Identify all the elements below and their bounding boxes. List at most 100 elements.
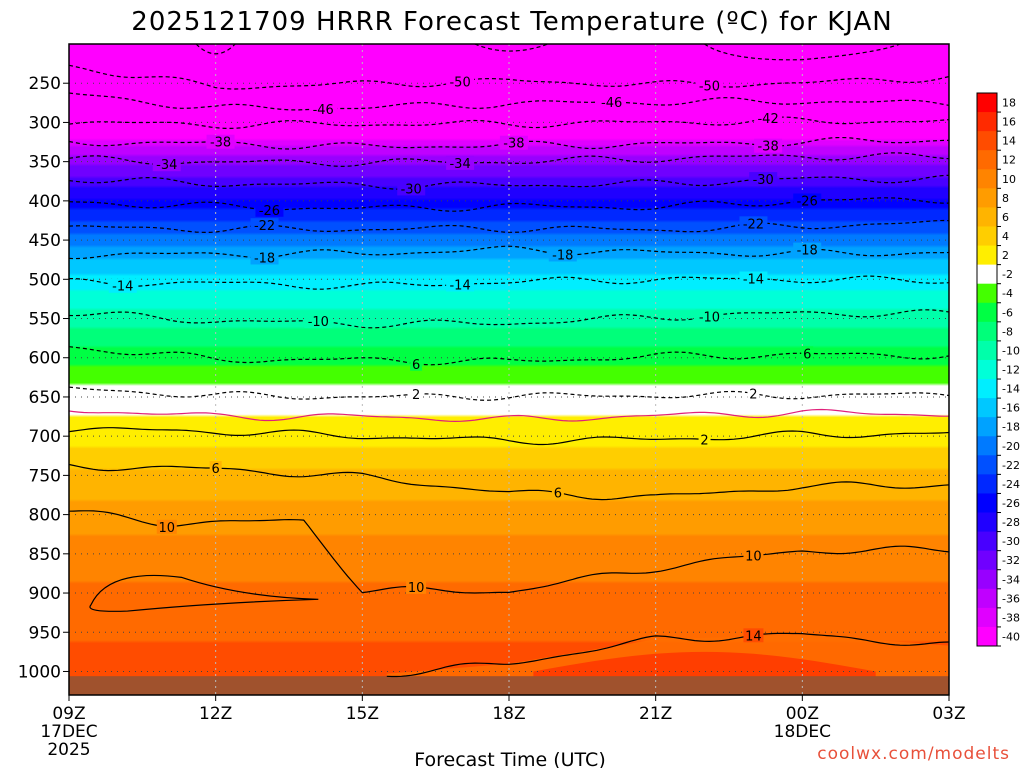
- contour-label-bg: [410, 387, 423, 402]
- isotherm-minus30: [69, 174, 949, 190]
- contour-label-bg: [410, 356, 423, 371]
- colorbar-swatch: [977, 417, 997, 437]
- contour-label: 2: [749, 388, 757, 403]
- colorbar-tick-label: -38: [1002, 611, 1020, 624]
- contour-label: -10: [699, 310, 720, 325]
- contour-label: -18: [552, 248, 573, 263]
- contour-label-bg: [446, 74, 475, 89]
- colorbar-tick-label: -18: [1002, 421, 1020, 434]
- contour-label: -50: [699, 79, 720, 94]
- colorbar-swatch: [977, 150, 997, 170]
- colorbar-swatch: [977, 112, 997, 132]
- x-tick-label: 03Z: [932, 704, 965, 724]
- contour-label-bg: [801, 346, 814, 361]
- colorbar-tick-label: 14: [1002, 135, 1016, 148]
- y-tick-label: 800: [29, 506, 61, 526]
- colorbar-tick-label: 18: [1002, 97, 1016, 110]
- colorbar-tick-label: -26: [1002, 497, 1020, 510]
- colorbar-swatch: [977, 550, 997, 571]
- contour-label-bg: [209, 461, 222, 476]
- colorbar-tick-label: -24: [1002, 478, 1020, 491]
- colorbar-swatch: [977, 321, 997, 342]
- contour-label: -26: [259, 204, 280, 219]
- contour-label-bg: [698, 432, 711, 447]
- y-tick-label: 900: [29, 584, 61, 604]
- colorbar-swatch: [977, 588, 997, 609]
- isotherm-10: [69, 510, 949, 594]
- contour-label-bg: [743, 628, 764, 643]
- y-tick-label: 850: [29, 545, 61, 565]
- isotherm-minus50: [69, 64, 949, 90]
- contour-label: 6: [212, 462, 220, 477]
- contour-label: -46: [313, 103, 334, 118]
- colorbar-swatch: [977, 436, 997, 456]
- y-tick-label: 500: [29, 270, 61, 290]
- colorbar-tick-label: 8: [1002, 192, 1009, 205]
- colorbar-swatch: [977, 283, 997, 304]
- contour-label-bg: [548, 247, 577, 262]
- isotherm-minus54-c: [474, 43, 549, 52]
- contour-label: -18: [254, 251, 275, 266]
- x-tick-label: 21Z: [639, 704, 672, 724]
- plot-area: -50 -50-46 -46-42-38 -38 -38-34 -34-30-30-26-…: [68, 43, 950, 696]
- x-tick-label: 00Z: [786, 704, 819, 724]
- colorbar-tick-label: -6: [1002, 306, 1013, 319]
- contour-label-bg: [754, 111, 783, 126]
- colorbar-tick-label: -2: [1002, 268, 1013, 281]
- colorbar-swatch: [977, 169, 997, 189]
- y-tick-label: 650: [29, 388, 61, 408]
- contour-label-bg: [793, 242, 822, 257]
- contour-label-bg: [446, 277, 475, 292]
- contour-label: -26: [797, 194, 818, 209]
- y-tick-label: 1000: [18, 662, 61, 682]
- colorbar-tick-label: -16: [1002, 402, 1020, 415]
- contour-label: -14: [743, 273, 764, 288]
- colorbar-swatch: [977, 512, 997, 533]
- x-tick-date: 18DEC: [774, 722, 831, 742]
- contour-label-bg: [446, 155, 475, 170]
- contour-label: 6: [803, 347, 811, 362]
- contour-labels: -50 -50-46 -46-42-38 -38 -38-34 -34-30-30-26-…: [108, 74, 822, 644]
- colorbar-tick-label: -12: [1002, 364, 1020, 377]
- isotherm-minus42: [69, 116, 949, 129]
- contour-label-bg: [255, 202, 284, 217]
- colorbar-tick-label: 2: [1002, 249, 1009, 262]
- x-tick-label: 18Z: [492, 704, 525, 724]
- y-tick-label: 950: [29, 623, 61, 643]
- colorbar-frame: [976, 92, 998, 647]
- contour-label: -30: [401, 182, 422, 197]
- x-axis-label: Forecast Time (UTC): [414, 749, 605, 768]
- contour-label: -18: [797, 244, 818, 259]
- colorbar-swatch: [977, 93, 997, 113]
- contour-label-bg: [793, 193, 822, 208]
- contour-label: -46: [601, 96, 622, 111]
- contour-label: 6: [412, 358, 420, 373]
- ground-surface: [69, 676, 949, 695]
- colorbar-swatch: [977, 207, 997, 227]
- grid-lines: [69, 44, 949, 695]
- contour-label-bg: [551, 485, 564, 500]
- colorbar-tick-label: -36: [1002, 592, 1020, 605]
- y-axis-pressure: 250 300 350 400 450 500 550 600 650 700 750 800 850 9…: [18, 74, 69, 682]
- contour-label: 10: [745, 550, 762, 565]
- contour-label-bg: [754, 138, 783, 153]
- contour-label-bg: [397, 181, 426, 196]
- colorbar-tick-label: -28: [1002, 516, 1020, 529]
- contour-label: 2: [412, 388, 420, 403]
- colorbar-swatch: [977, 302, 997, 323]
- colorbar-swatch: [977, 340, 997, 361]
- colorbar-tick-label: 12: [1002, 154, 1016, 167]
- chart-title: 2025121709 HRRR Forecast Temperature (ºC…: [131, 7, 892, 37]
- contour-label: -38: [210, 136, 231, 151]
- isotherm-minus46: [69, 92, 949, 111]
- colorbar-swatch: [977, 245, 997, 266]
- isotherm-14: [386, 632, 949, 678]
- y-tick-label: 250: [29, 74, 61, 94]
- colorbar-swatch: [977, 569, 997, 590]
- contour-label-bg: [406, 579, 427, 594]
- isotherm-minus54-b: [704, 43, 901, 61]
- isotherm-minus14: [69, 275, 949, 290]
- colorbar-tick-label: -8: [1002, 325, 1013, 338]
- contour-label-bg: [499, 135, 528, 150]
